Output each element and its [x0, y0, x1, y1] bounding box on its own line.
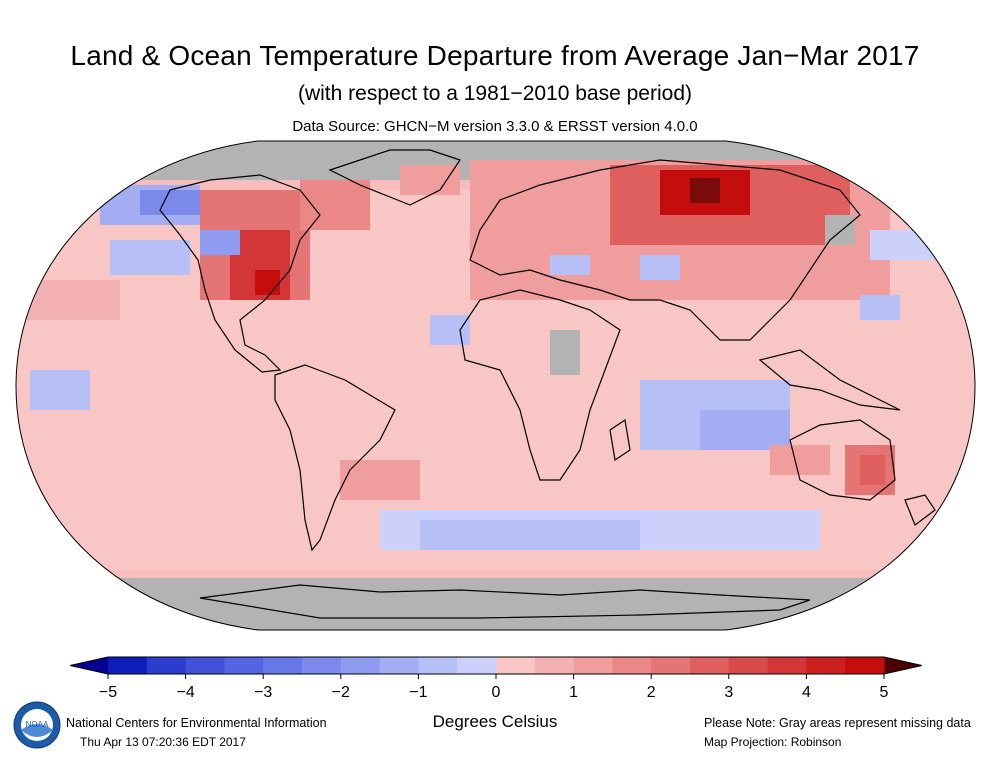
timestamp: Thu Apr 13 07:20:36 EDT 2017 — [80, 735, 246, 749]
colorbar-segment — [767, 657, 807, 674]
colorbar-segments — [69, 656, 923, 675]
colorbar-tick-label: −1 — [409, 684, 427, 701]
logo-text: NOAA — [26, 720, 49, 729]
colorbar-arrow-low — [70, 657, 108, 674]
colorbar-segment — [146, 657, 187, 674]
colorbar-segment — [534, 657, 575, 674]
colorbar-segment — [651, 657, 691, 674]
colorbar-segment — [185, 657, 225, 674]
colorbar-tick-label: −2 — [332, 684, 350, 701]
missing-note: Please Note: Gray areas represent missin… — [704, 716, 971, 730]
projection-note: Map Projection: Robinson — [704, 735, 842, 749]
colorbar-tick-label: 0 — [492, 684, 501, 701]
colorbar-segment — [224, 657, 264, 674]
org-name: National Centers for Environmental Infor… — [66, 716, 327, 730]
map-title: Land & Ocean Temperature Departure from … — [70, 40, 920, 71]
colorbar-segment — [496, 657, 536, 674]
noaa-logo: NOAA — [13, 701, 61, 749]
coastlines — [159, 149, 936, 619]
colorbar-segment — [690, 657, 730, 674]
colorbar-tick-label: −4 — [176, 684, 194, 701]
colorbar-tick-label: 2 — [647, 684, 656, 701]
missing-africa — [550, 330, 580, 375]
colorbar-tick-label: −5 — [99, 684, 117, 701]
colorbar-segment — [612, 657, 652, 674]
colorbar-segment — [340, 657, 381, 674]
colorbar-arrow-high — [884, 657, 922, 674]
colorbar-segment — [379, 657, 419, 674]
colorbar-ticks: −5 −4 −3 −2 −1 0 1 2 3 4 5 — [99, 674, 889, 701]
colorbar-tick-label: 3 — [724, 684, 733, 701]
colorbar-segment — [457, 657, 497, 674]
colorbar-segment — [108, 657, 148, 674]
missing-antarctica — [16, 578, 975, 630]
colorbar-segment — [418, 657, 458, 674]
colorbar-tick-label: −3 — [254, 684, 272, 701]
colorbar-tick-label: 1 — [569, 684, 578, 701]
colorbar-segment — [806, 657, 846, 674]
colorbar-units: Degrees Celsius — [432, 712, 558, 731]
colorbar-segment — [845, 657, 885, 674]
colorbar-tick-label: 5 — [880, 684, 889, 701]
colorbar-segment — [263, 657, 303, 674]
globe-outline — [15, 140, 976, 631]
data-source: Data Source: GHCN−M version 3.3.0 & ERSS… — [292, 118, 698, 135]
colorbar-segment — [302, 657, 342, 674]
colorbar-segment — [728, 657, 769, 674]
map-subtitle: (with respect to a 1981−2010 base period… — [297, 82, 692, 105]
colorbar-segment — [573, 657, 613, 674]
colorbar-tick-label: 4 — [802, 684, 811, 701]
